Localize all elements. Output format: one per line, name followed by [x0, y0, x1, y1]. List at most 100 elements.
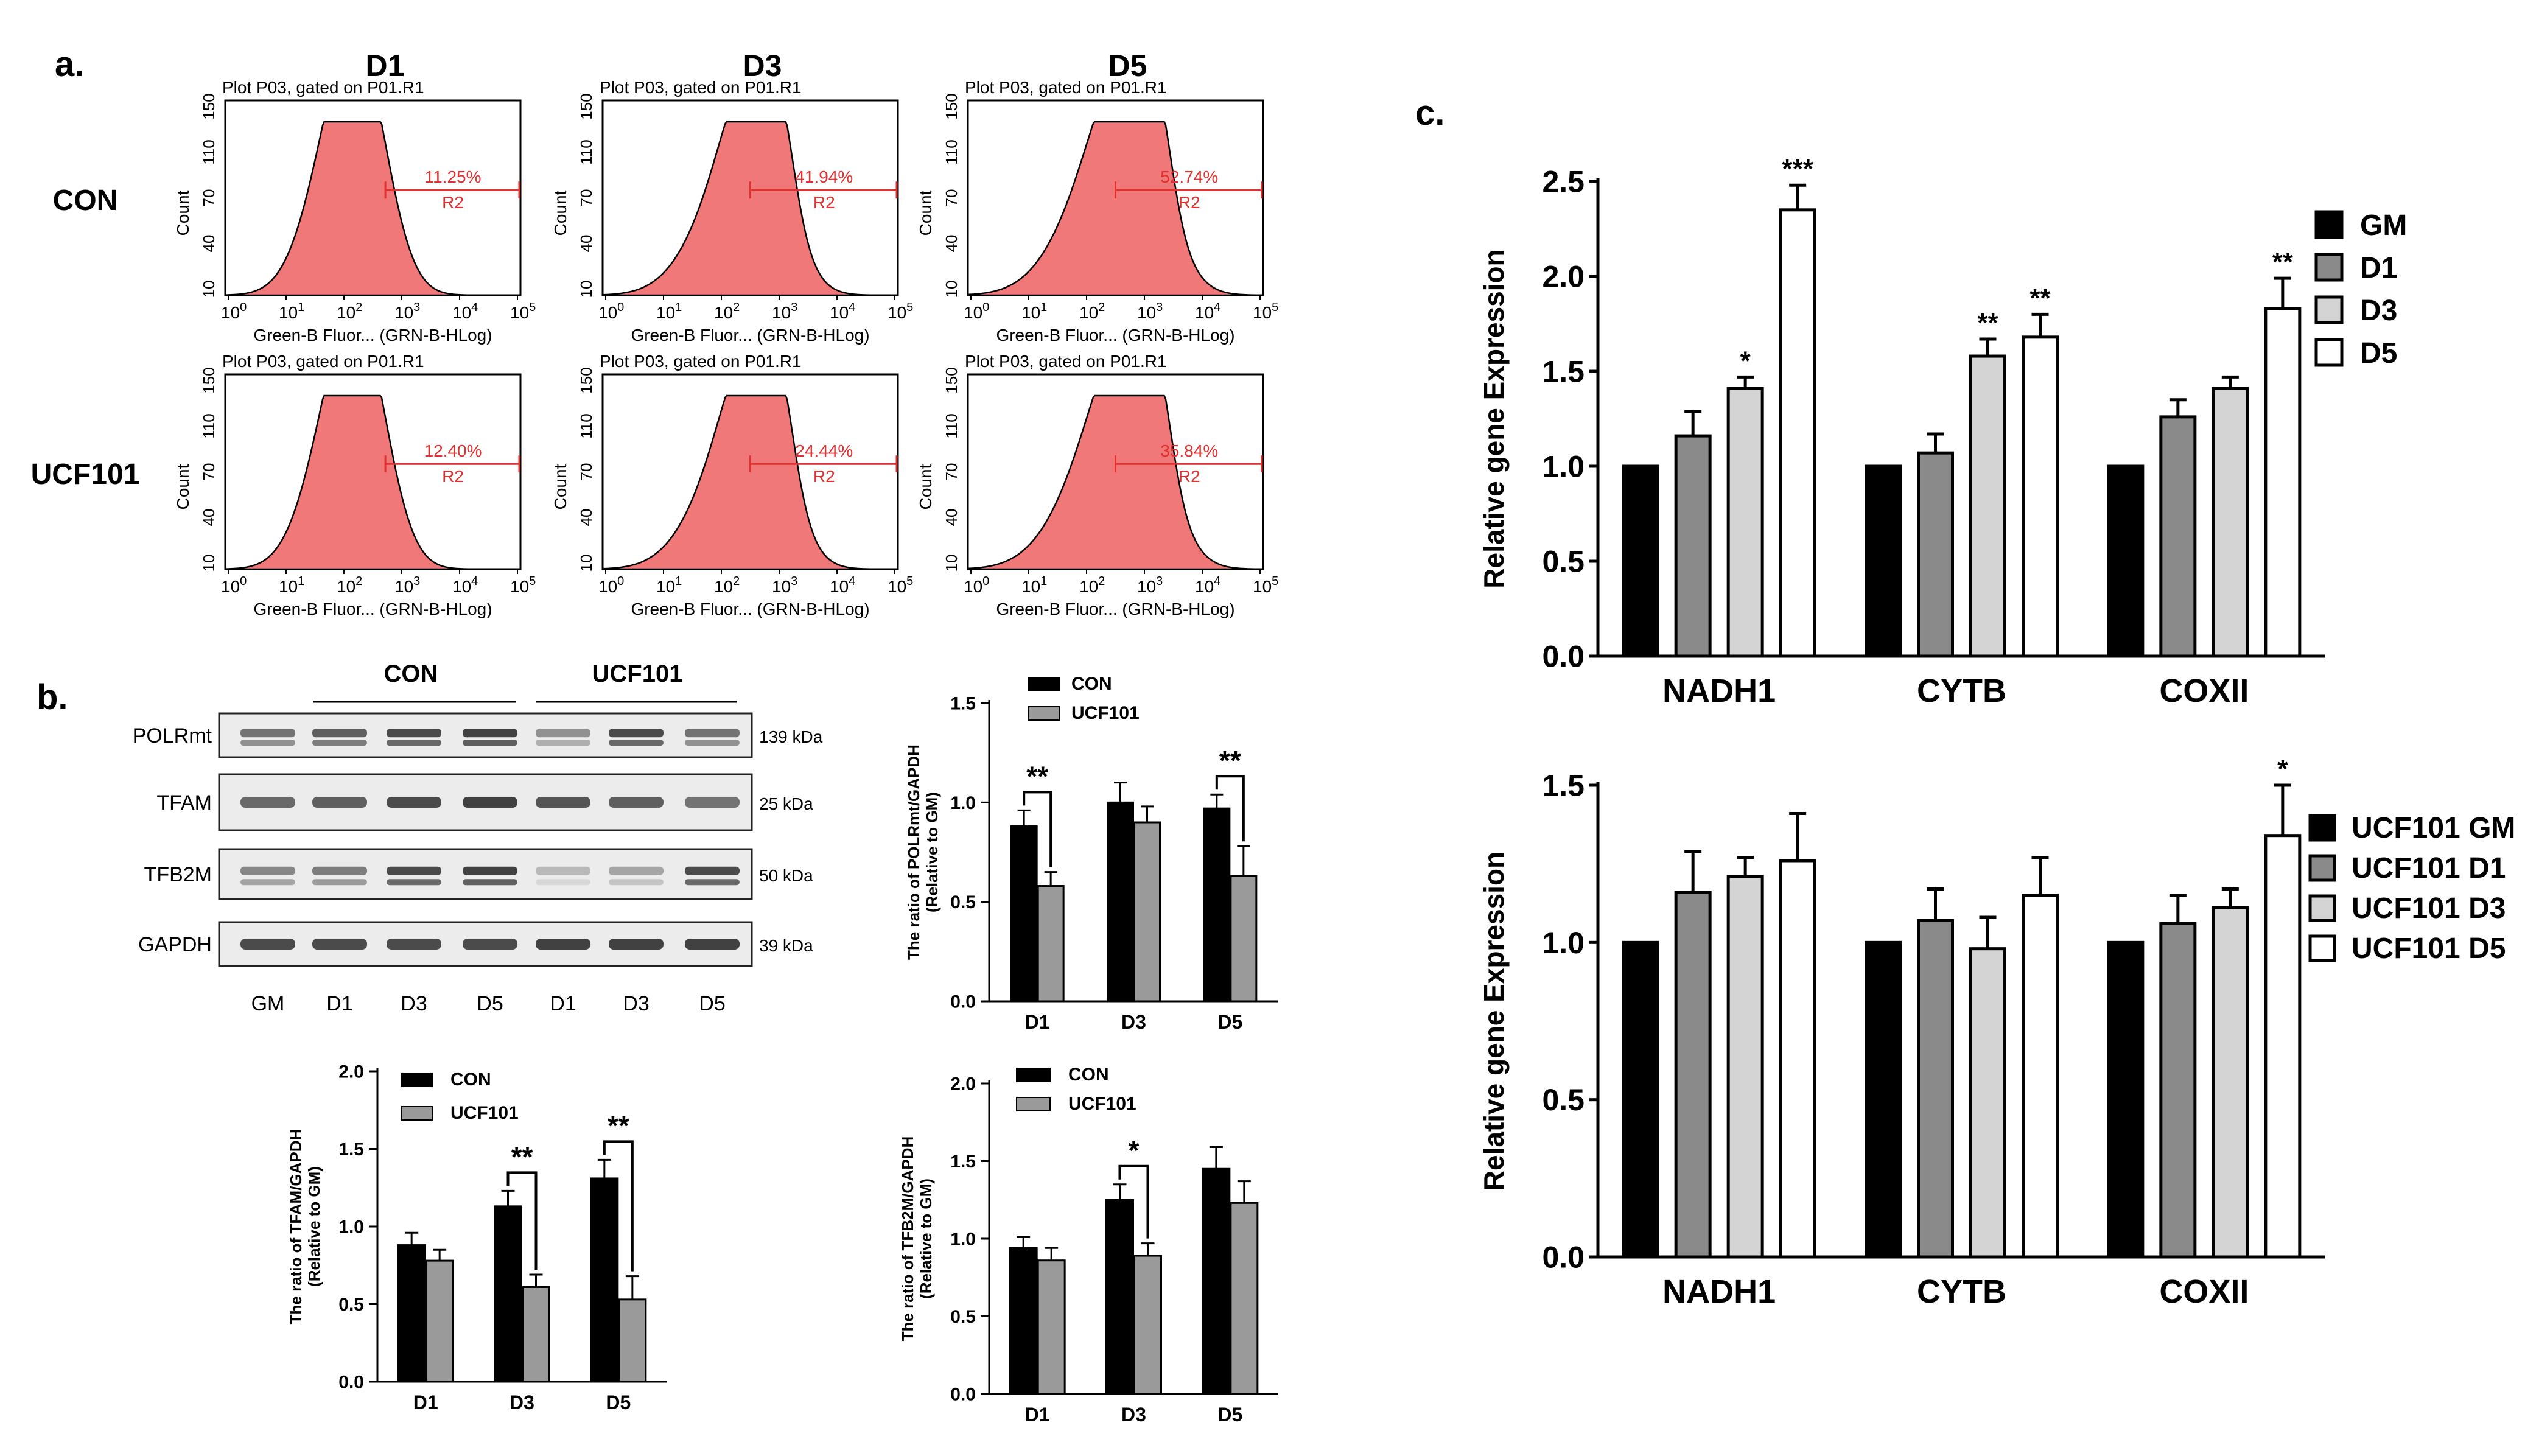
flow-xtick: 104 [1195, 575, 1220, 596]
flow-xtick: 104 [452, 301, 478, 322]
blot-lane-label: GM [251, 992, 285, 1015]
flow-histogram [967, 394, 1264, 570]
flow-xlabel: Green-B Fluor... (GRN-B-HLog) [631, 326, 869, 345]
blot-band [240, 866, 295, 875]
blot-row-GAPDH: GAPDH 39 kDa [138, 921, 813, 967]
flow-ytick: 110 [942, 413, 961, 438]
y-tick-label: 0.0 [1542, 1241, 1585, 1275]
blot-band [609, 797, 664, 808]
bar-UCF101-D5-CYTB [2022, 894, 2059, 1259]
x-tick-label: CYTB [1917, 1273, 2006, 1310]
ucf101-gene-expression-chart: 0.0 0.5 1.0 1.5 Relative gene Expression NADH… [1478, 754, 2515, 1310]
flow-plot-UCF101-D5: Plot P03, gated on P01.R1 Count 10 40 70 110 1… [916, 352, 1278, 618]
blot-band [463, 740, 517, 746]
tfam-ratio-chart: 0.0 0.5 1.0 1.5 2.0 The ratio of TFAM/GAPDH (R… [287, 1062, 667, 1413]
flow-xtick: 101 [1021, 301, 1047, 322]
flow-xlabel: Green-B Fluor... (GRN-B-HLog) [253, 326, 492, 345]
significance-label: * [2277, 754, 2288, 784]
blot-band [240, 797, 295, 808]
legend-label-D1: D1 [2360, 252, 2397, 284]
x-tick-label: NADH1 [1662, 673, 1776, 709]
flow-xtick: 104 [830, 575, 855, 596]
flow-histogram [601, 394, 899, 570]
significance-label: *** [1782, 154, 1813, 184]
bar-UCF101-GM-CYTB [1865, 940, 1902, 1259]
legend-label-UCF101: UCF101 [450, 1103, 519, 1123]
flow-xtick: 103 [394, 575, 420, 596]
flow-plot-title: Plot P03, gated on P01.R1 [222, 352, 424, 371]
y-tick-label: 0.5 [1542, 545, 1585, 579]
significance-label: ** [2029, 283, 2051, 313]
blot-band [609, 939, 664, 950]
flow-gate-region: R2 [813, 193, 835, 212]
blot-band [685, 740, 740, 746]
flow-plot-CON-D1: Plot P03, gated on P01.R1 Count 10 40 70 110 1… [173, 78, 536, 345]
flow-column-D3: D3 [743, 49, 782, 83]
flow-plot-title: Plot P03, gated on P01.R1 [965, 78, 1167, 97]
x-tick-label: D1 [1025, 1011, 1050, 1033]
flow-ytick: 150 [200, 93, 218, 119]
bar-UCF101-D1 [1037, 1259, 1066, 1395]
blot-band [536, 797, 590, 808]
blot-group-ucf101: UCF101 [592, 660, 683, 687]
significance-label: * [1740, 346, 1751, 376]
con-gene-expression-chart: 0.0 0.5 1.0 1.5 2.0 2.5 Relative gene Expressi… [1478, 154, 2407, 709]
flow-ytick: 110 [577, 139, 595, 164]
significance-label: ** [2272, 247, 2294, 277]
bar-D5-CYTB [2022, 335, 2059, 658]
blot-band [312, 866, 367, 875]
bar-D1-NADH1 [1674, 434, 1712, 658]
blot-band [240, 729, 295, 738]
flow-ytick: 40 [577, 509, 595, 527]
tfb2m-ratio-chart: 0.0 0.5 1.0 1.5 2.0 The ratio of TFB2M/GAPDH(… [898, 1065, 1278, 1426]
blot-protein-label: TFAM [156, 791, 212, 814]
bar-UCF101-D5 [618, 1298, 647, 1383]
legend-swatch-UCF101-D1 [2308, 854, 2336, 882]
flow-xtick: 102 [337, 301, 362, 322]
bar-CON-D5 [590, 1177, 619, 1383]
y-axis-label: (Relative to GM) [305, 1166, 323, 1287]
flow-xtick: 104 [830, 301, 855, 322]
blot-band [387, 740, 441, 746]
flow-row-UCF101: UCF101 [31, 458, 140, 491]
legend-swatch-CON [401, 1073, 433, 1087]
legend-swatch-CON [1028, 677, 1060, 691]
flow-gate-region: R2 [1178, 193, 1200, 212]
y-axis-label: (Relative to GM) [917, 1178, 935, 1299]
blot-band [463, 797, 517, 808]
flow-gate-percent: 35.84% [1160, 441, 1218, 460]
x-tick-label: NADH1 [1662, 1273, 1776, 1310]
bar-CON-D1 [397, 1244, 426, 1383]
bar-D5-COXII [2264, 307, 2302, 658]
flow-xtick: 101 [1021, 575, 1047, 596]
blot-band [463, 866, 517, 875]
flow-gate-region: R2 [813, 467, 835, 486]
flow-ytick: 110 [577, 413, 595, 438]
blot-band [536, 866, 590, 875]
blot-size-label: 25 kDa [759, 794, 813, 813]
flow-xtick: 101 [656, 575, 682, 596]
flow-xtick: 103 [772, 575, 797, 596]
x-tick-label: D5 [1217, 1011, 1242, 1033]
blot-lane-label: D3 [401, 992, 427, 1015]
bar-CON-D1 [1009, 1247, 1038, 1395]
blot-row-TFAM: TFAM 25 kDa [156, 773, 813, 831]
y-axis-label: Relative gene Expression [1478, 852, 1510, 1191]
legend-swatch-D5 [2314, 338, 2344, 367]
bar-D1-CYTB [1917, 451, 1954, 658]
bar-UCF101-D5 [1230, 875, 1258, 1003]
blot-protein-label: GAPDH [138, 933, 212, 956]
bar-UCF101-D1 [1037, 885, 1065, 1003]
significance-bracket [603, 1140, 634, 1272]
western-blot-panel: CON UCF101 POLRmt 139 kDa TFAM 25 kDa TFB2M 50 … [133, 660, 823, 1015]
flow-ytick: 150 [577, 367, 595, 393]
flow-xtick: 105 [888, 301, 913, 322]
flow-xtick: 104 [1195, 301, 1220, 322]
y-tick-label: 2.0 [950, 1074, 976, 1094]
flow-ytick: 110 [200, 413, 218, 438]
x-tick-label: D3 [1121, 1011, 1146, 1033]
y-tick-label: 1.5 [950, 694, 976, 714]
flow-row-CON: CON [53, 184, 118, 217]
flow-xtick: 100 [221, 575, 247, 596]
flow-ytick: 10 [200, 555, 218, 572]
